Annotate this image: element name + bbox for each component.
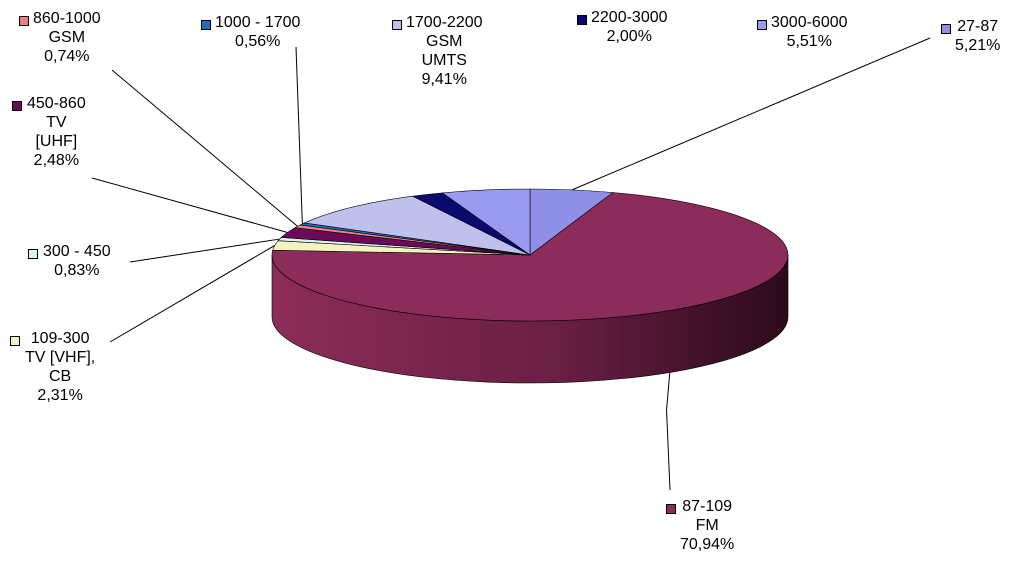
slice-label-text: 2200-3000 bbox=[591, 9, 668, 26]
slice-label-text: 9,41% bbox=[421, 71, 467, 88]
legend-swatch-2 bbox=[10, 336, 20, 346]
slice-label-text: 1700-2200 bbox=[406, 14, 483, 31]
legend-swatch-7 bbox=[392, 20, 402, 30]
leader-line-0 bbox=[571, 37, 931, 191]
leader-line-4 bbox=[91, 177, 288, 233]
slice-label-8: 2200-3000 2,00% bbox=[591, 8, 668, 46]
slice-label-text: [UHF] bbox=[35, 133, 78, 150]
leader-line-3 bbox=[129, 238, 280, 263]
slice-label-7: 1700-2200 GSM UMTS 9,41% bbox=[406, 13, 483, 89]
leader-line-5 bbox=[111, 69, 298, 227]
slice-label-text: 87-109 bbox=[682, 498, 733, 515]
slice-label-text: UMTS bbox=[421, 52, 467, 69]
slice-label-0: 27-87 5,21% bbox=[955, 17, 1000, 55]
legend-swatch-8 bbox=[577, 15, 587, 25]
slice-label-text: 860-1000 bbox=[33, 10, 101, 27]
slice-label-text: 2,31% bbox=[37, 387, 83, 404]
slice-label-text: 5,21% bbox=[955, 37, 1001, 54]
slice-label-4: 450-860 TV [UHF] 2,48% bbox=[27, 94, 86, 170]
slice-7 bbox=[303, 195, 531, 256]
slice-1 bbox=[271, 192, 789, 322]
slice-label-text: 300 - 450 bbox=[43, 243, 111, 260]
slice-label-3: 300 - 450 0,83% bbox=[43, 242, 111, 280]
slice-label-text: 0,74% bbox=[44, 48, 90, 65]
legend-swatch-0 bbox=[941, 24, 951, 34]
slice-label-1: 87-109 FM 70,94% bbox=[680, 497, 734, 554]
slice-label-5: 860-1000 GSM 0,74% bbox=[33, 9, 101, 66]
legend-swatch-9 bbox=[757, 20, 767, 30]
slice-label-text: 5,51% bbox=[786, 33, 832, 50]
pie-top bbox=[271, 188, 789, 322]
legend-swatch-4 bbox=[12, 101, 22, 111]
legend-swatch-6 bbox=[201, 20, 211, 30]
slice-label-text: CB bbox=[49, 368, 72, 385]
legend-swatch-1 bbox=[666, 504, 676, 514]
leader-lines bbox=[91, 37, 931, 491]
slice-9 bbox=[441, 188, 531, 256]
legend-swatch-3 bbox=[28, 249, 38, 259]
slice-label-text: 1000 - 1700 bbox=[215, 14, 301, 31]
slice-label-text: 70,94% bbox=[680, 536, 735, 553]
slice-label-text: GSM bbox=[48, 29, 86, 46]
slice-label-text: 0,56% bbox=[235, 33, 281, 50]
slice-label-text: FM bbox=[695, 517, 719, 534]
leader-line-2 bbox=[109, 245, 275, 343]
slice-label-text: 0,83% bbox=[54, 262, 100, 279]
slice-label-9: 3000-6000 5,51% bbox=[771, 13, 848, 51]
slice-label-text: TV bbox=[46, 114, 67, 131]
slice-label-2: 109-300 TV [VHF], CB 2,31% bbox=[25, 329, 95, 405]
slice-label-text: 3000-6000 bbox=[771, 14, 848, 31]
slice-label-text: 2,00% bbox=[606, 28, 652, 45]
slice-label-text: GSM bbox=[426, 33, 463, 50]
slice-label-text: 450-860 bbox=[27, 95, 86, 112]
slice-label-text: 109-300 bbox=[30, 330, 90, 347]
slice-label-text: TV [VHF], bbox=[25, 349, 96, 366]
leader-line-6 bbox=[295, 46, 303, 224]
slice-label-text: 27-87 bbox=[957, 18, 999, 35]
slice-label-6: 1000 - 1700 0,56% bbox=[215, 13, 300, 51]
legend-swatch-5 bbox=[19, 16, 29, 26]
slice-label-text: 2,48% bbox=[33, 152, 80, 169]
